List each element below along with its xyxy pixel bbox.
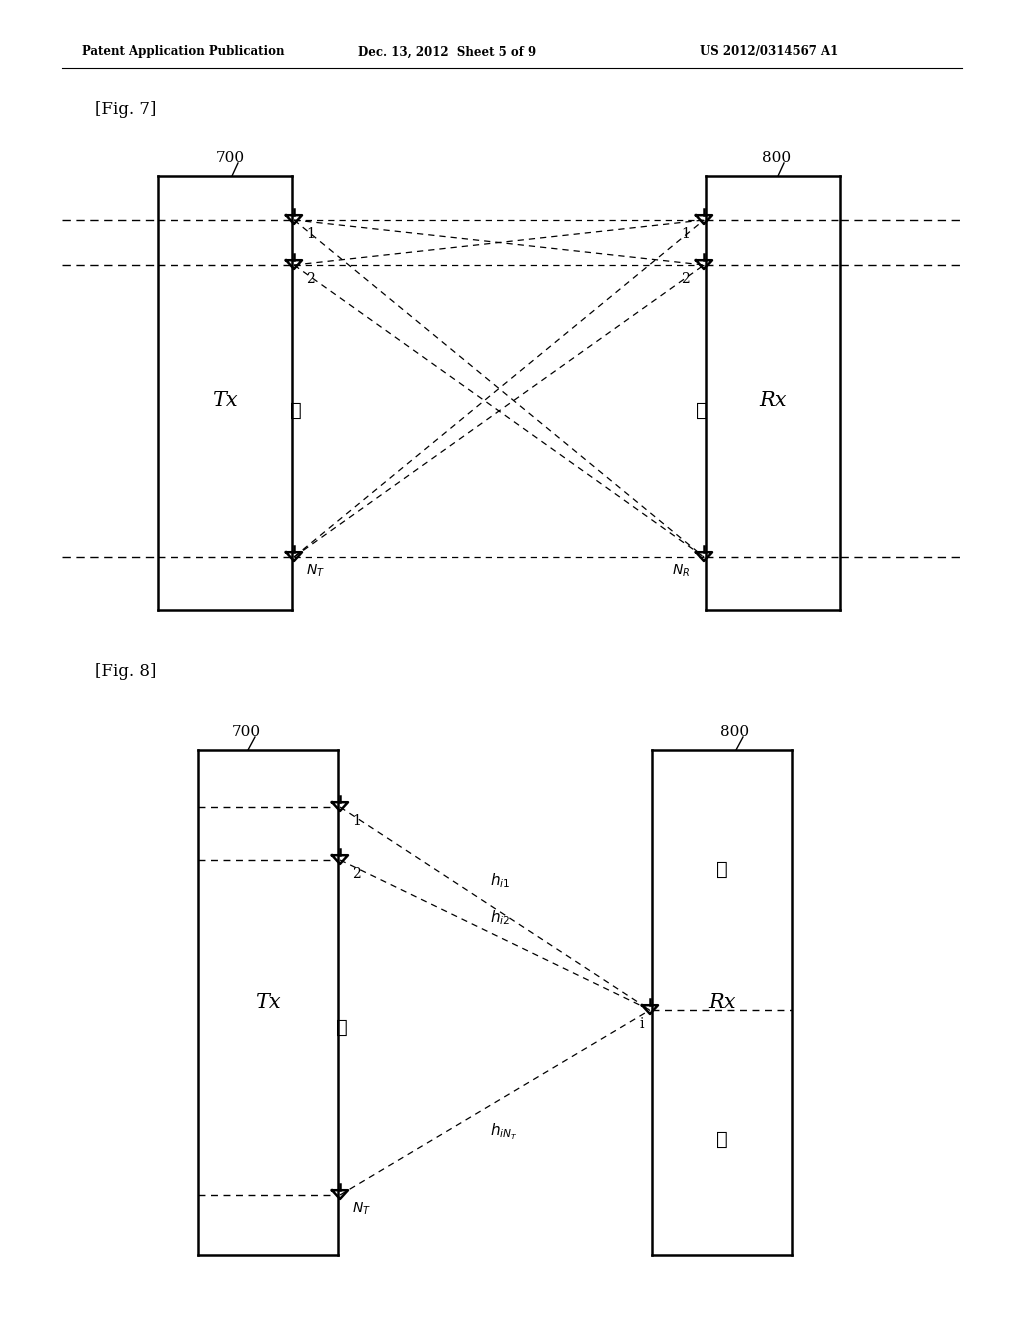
Text: $N_R$: $N_R$ — [672, 562, 690, 579]
Text: Patent Application Publication: Patent Application Publication — [82, 45, 285, 58]
Text: 700: 700 — [216, 150, 245, 165]
Text: Rx: Rx — [709, 993, 736, 1012]
Text: 2: 2 — [306, 272, 314, 286]
Text: ⋮: ⋮ — [716, 1131, 728, 1148]
Text: $N_T$: $N_T$ — [306, 562, 325, 579]
Text: 1: 1 — [681, 227, 690, 242]
Text: $h_{iN_T}$: $h_{iN_T}$ — [489, 1122, 517, 1142]
Text: Rx: Rx — [759, 391, 786, 409]
Text: 700: 700 — [232, 725, 261, 739]
Text: 800: 800 — [720, 725, 750, 739]
Text: Tx: Tx — [212, 391, 238, 409]
Text: ⋮: ⋮ — [716, 861, 728, 879]
Text: [Fig. 8]: [Fig. 8] — [95, 664, 157, 681]
Text: 800: 800 — [762, 150, 792, 165]
Text: ⋮: ⋮ — [290, 403, 302, 420]
Text: 1: 1 — [306, 227, 314, 242]
Text: ⋮: ⋮ — [336, 1019, 348, 1036]
Text: $N_T$: $N_T$ — [352, 1201, 371, 1217]
Text: 2: 2 — [681, 272, 690, 286]
Text: 2: 2 — [352, 867, 360, 880]
Text: [Fig. 7]: [Fig. 7] — [95, 102, 157, 119]
Text: Dec. 13, 2012  Sheet 5 of 9: Dec. 13, 2012 Sheet 5 of 9 — [358, 45, 537, 58]
Text: $h_{i2}$: $h_{i2}$ — [489, 908, 510, 927]
Text: i: i — [640, 1016, 644, 1031]
Text: US 2012/0314567 A1: US 2012/0314567 A1 — [700, 45, 839, 58]
Text: 1: 1 — [352, 814, 360, 828]
Text: $h_{i1}$: $h_{i1}$ — [489, 871, 510, 890]
Text: ⋮: ⋮ — [696, 403, 708, 420]
Text: Tx: Tx — [255, 993, 281, 1012]
